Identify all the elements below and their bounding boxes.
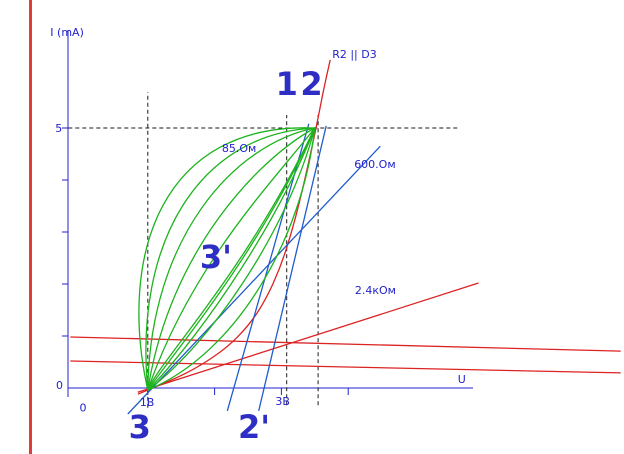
red-flat-line-lower	[70, 360, 621, 374]
y-tick-label-0: 0	[56, 379, 63, 392]
left-margin-line	[29, 0, 32, 454]
curve-label-2k4-ohm: 2.4кОм	[355, 284, 396, 297]
curve-label-r2-d3: R2 || D3	[332, 48, 377, 61]
point-label-3-prime: 3'	[200, 238, 232, 276]
red-flat-line-upper	[70, 336, 621, 352]
x-tick-label-1v: 1В	[140, 396, 155, 409]
point-label-2-prime: 2'	[238, 408, 270, 446]
trajectory-loop-5	[147, 127, 316, 391]
point-label-1: 1	[276, 65, 298, 103]
x-axis-title: U	[458, 373, 466, 386]
y-axis-title: I (mA)	[50, 26, 84, 39]
point-label-3: 3	[129, 408, 151, 446]
x-tick-label-3v: 3В	[275, 395, 290, 408]
curve-label-600-ohm: 600.Ом	[354, 158, 395, 171]
load-line-85-ohm-b	[258, 125, 327, 412]
y-tick-label-5: 5	[55, 122, 62, 135]
load-line-600-ohm	[127, 145, 381, 415]
curve-label-85-ohm: 85.Ом	[222, 142, 256, 155]
point-label-2: 2	[300, 65, 322, 103]
load-line-2400-ohm	[137, 282, 479, 393]
x-origin-label-0: 0	[80, 401, 87, 414]
